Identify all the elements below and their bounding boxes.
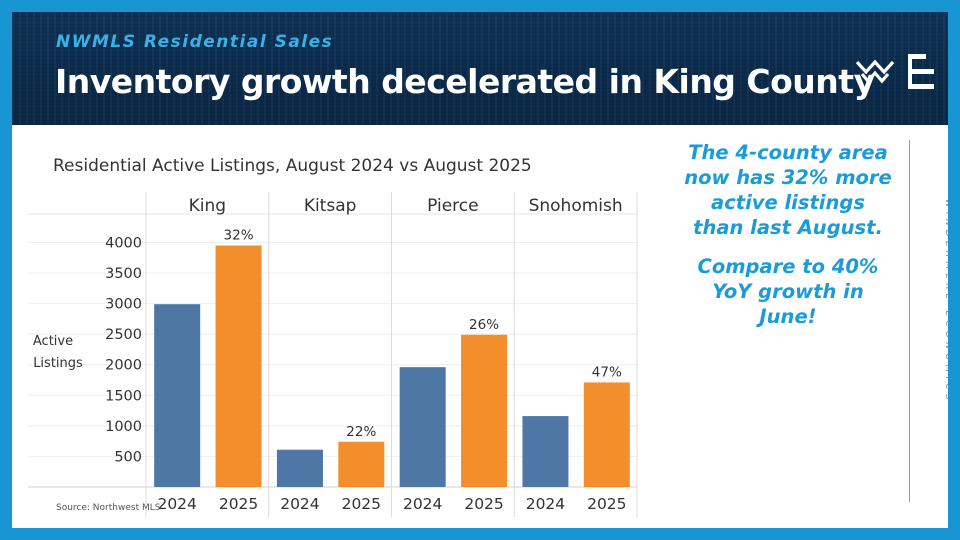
x-tick-label: 2024 xyxy=(526,495,565,513)
y-tick-label: 4000 xyxy=(105,235,142,251)
y-tick-label: 3500 xyxy=(105,266,142,282)
x-tick-label: 2025 xyxy=(219,495,258,513)
x-tick-label: 2024 xyxy=(403,495,442,513)
bar xyxy=(522,416,569,487)
chart-title: Residential Active Listings, August 2024… xyxy=(53,156,532,176)
callout-text: The 4-county area now has 32% more activ… xyxy=(684,140,892,343)
y-tick-label: 1000 xyxy=(105,419,142,435)
page-title: Inventory growth decelerated in King Cou… xyxy=(55,62,875,101)
y-tick-label: 3000 xyxy=(105,297,142,313)
slide-body: NWMLS Residential Sales Inventory growth… xyxy=(12,12,948,528)
group-label: Kitsap xyxy=(304,196,357,216)
windermere-e-logo-icon xyxy=(908,54,934,89)
bar xyxy=(399,367,446,487)
y-tick-label: 500 xyxy=(114,449,142,465)
brand-vertical-text: WINDERMERE ECONOMICS xyxy=(943,199,948,404)
bar xyxy=(154,304,201,487)
header-banner: NWMLS Residential Sales Inventory growth… xyxy=(12,12,948,125)
bar xyxy=(461,334,508,487)
header-subtitle: NWMLS Residential Sales xyxy=(56,32,334,52)
x-tick-label: 2024 xyxy=(157,495,196,513)
bar-chart: Residential Active Listings, August 2024… xyxy=(28,156,638,517)
vertical-divider xyxy=(909,140,910,502)
x-tick-label: 2024 xyxy=(280,495,319,513)
callout-line-2: Compare to 40% YoY growth in June! xyxy=(697,255,879,328)
bar xyxy=(215,245,262,487)
windermere-w-logo-icon xyxy=(855,59,895,84)
group-label: Snohomish xyxy=(529,196,623,216)
y-tick-label: 2500 xyxy=(105,327,142,343)
y-tick-label: 1500 xyxy=(105,388,142,404)
x-tick-label: 2025 xyxy=(342,495,381,513)
callout-line-1: The 4-county area now has 32% more activ… xyxy=(684,141,892,239)
group-label: King xyxy=(189,196,226,216)
y-axis-label-line-2: Listings xyxy=(33,356,83,371)
growth-data-label: 32% xyxy=(224,228,254,244)
y-tick-label: 2000 xyxy=(105,358,142,374)
source-note: Source: Northwest MLS xyxy=(56,503,161,513)
y-axis-label-line-1: Active xyxy=(33,334,73,349)
growth-data-label: 22% xyxy=(346,424,376,440)
group-label: Pierce xyxy=(427,196,478,216)
x-tick-label: 2025 xyxy=(464,495,503,513)
x-tick-label: 2025 xyxy=(587,495,626,513)
growth-data-label: 47% xyxy=(592,364,622,380)
bar xyxy=(338,441,385,487)
growth-data-label: 26% xyxy=(469,317,499,333)
bar xyxy=(276,449,323,487)
bar xyxy=(583,382,630,487)
